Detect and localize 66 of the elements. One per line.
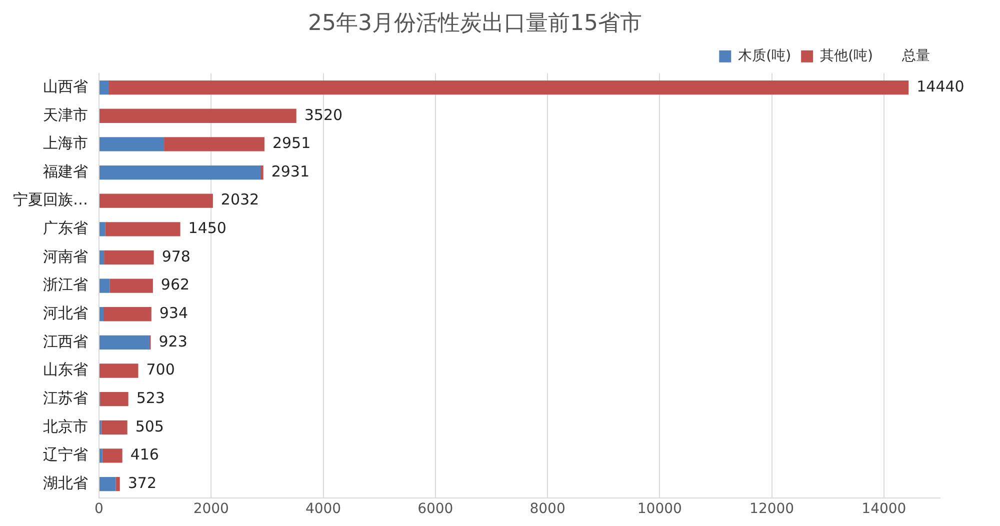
y-tick-label: 山西省 — [43, 77, 88, 96]
y-tick-label: 河北省 — [43, 304, 88, 322]
bar — [103, 307, 152, 322]
bar — [100, 165, 260, 180]
bar — [116, 476, 120, 492]
x-tick-label: 12000 — [750, 501, 794, 518]
chart-title: 25年3月份活性炭出口量前15省市 — [308, 10, 642, 36]
bar — [100, 194, 213, 208]
bar — [100, 222, 106, 236]
y-tick-label: 河南省 — [43, 247, 88, 266]
total-label: 523 — [136, 388, 165, 407]
x-tick-label: 10000 — [637, 501, 682, 518]
bar — [100, 250, 104, 265]
x-tick-label: 4000 — [305, 501, 342, 518]
y-tick-label: 辽宁省 — [43, 446, 88, 464]
x-tick-label: 2000 — [193, 501, 229, 518]
total-label: 416 — [130, 446, 159, 464]
y-tick-label: 江西省 — [43, 332, 88, 350]
bar — [260, 165, 264, 180]
total-label: 3520 — [304, 106, 343, 124]
legend-label: 其他(吨) — [820, 48, 874, 64]
y-tick-label: 宁夏回族… — [13, 190, 88, 209]
y-tick-label: 山东省 — [43, 360, 88, 379]
bar — [100, 307, 104, 322]
bar — [100, 80, 109, 95]
total-label: 962 — [160, 276, 190, 294]
bar — [100, 392, 128, 406]
bar — [100, 335, 150, 350]
total-label: 978 — [162, 247, 190, 266]
y-tick-label: 浙江省 — [43, 276, 88, 294]
x-tick-label: 14000 — [862, 501, 906, 518]
total-label: 14440 — [916, 77, 964, 96]
total-label: 700 — [146, 360, 175, 379]
bar — [100, 364, 138, 378]
y-tick-label: 天津市 — [43, 106, 88, 124]
bar — [101, 420, 128, 434]
total-label: 2032 — [220, 190, 260, 209]
bar — [110, 278, 153, 293]
legend-title: 总量 — [901, 48, 930, 64]
bar — [100, 108, 296, 123]
total-label: 2951 — [272, 134, 311, 152]
x-tick-label: 0 — [94, 501, 104, 518]
total-label: 923 — [158, 332, 188, 350]
legend-label: 木质(吨) — [738, 48, 792, 64]
x-tick-label: 8000 — [530, 501, 566, 518]
bar — [100, 137, 164, 152]
y-tick-label: 上海市 — [43, 134, 88, 152]
bar — [108, 80, 909, 95]
bar — [104, 250, 154, 265]
total-label: 372 — [128, 474, 156, 492]
total-label: 1450 — [188, 219, 226, 238]
x-tick-label: 6000 — [418, 501, 454, 518]
total-label: 505 — [135, 417, 164, 436]
y-tick-label: 湖北省 — [43, 474, 88, 492]
bar — [105, 222, 180, 236]
y-tick-label: 江苏省 — [43, 388, 88, 407]
bar — [100, 476, 116, 492]
bar — [100, 448, 102, 463]
bar — [100, 278, 110, 293]
y-tick-label: 福建省 — [43, 162, 88, 180]
total-label: 2931 — [271, 162, 310, 180]
y-tick-label: 广东省 — [43, 219, 88, 238]
bar — [102, 448, 122, 463]
y-tick-label: 北京市 — [43, 417, 88, 436]
bar — [164, 137, 264, 152]
total-label: 934 — [159, 304, 188, 322]
